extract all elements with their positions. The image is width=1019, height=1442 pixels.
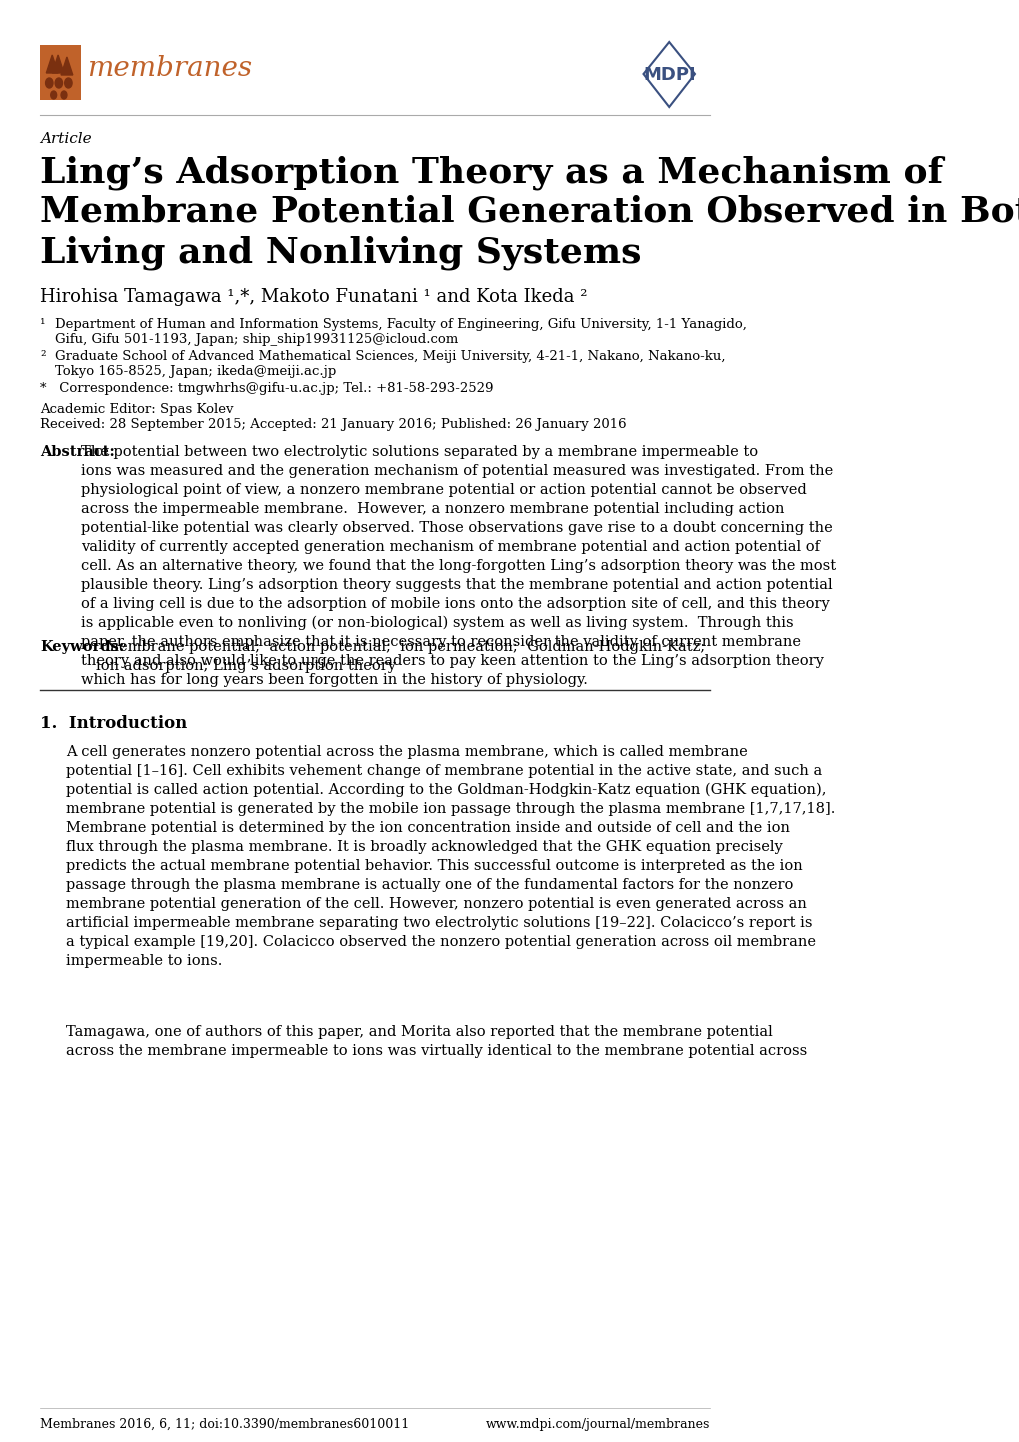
Polygon shape	[61, 58, 72, 75]
Text: Tamagawa, one of authors of this paper, and Morita also reported that the membra: Tamagawa, one of authors of this paper, …	[66, 1025, 807, 1058]
Text: Hirohisa Tamagawa ¹,*, Makoto Funatani ¹ and Kota Ikeda ²: Hirohisa Tamagawa ¹,*, Makoto Funatani ¹…	[41, 288, 587, 306]
Text: Keywords:: Keywords:	[41, 640, 124, 655]
Circle shape	[61, 91, 67, 99]
Text: Gifu, Gifu 501-1193, Japan; ship_ship19931125@icloud.com: Gifu, Gifu 501-1193, Japan; ship_ship199…	[55, 333, 458, 346]
Text: Article: Article	[41, 133, 92, 146]
Text: Abstract:: Abstract:	[41, 446, 115, 459]
Text: Received: 28 September 2015; Accepted: 21 January 2016; Published: 26 January 20: Received: 28 September 2015; Accepted: 2…	[41, 418, 627, 431]
Text: Membranes 2016, 6, 11; doi:10.3390/membranes6010011: Membranes 2016, 6, 11; doi:10.3390/membr…	[41, 1417, 410, 1430]
Text: *   Correspondence: tmgwhrhs@gifu-u.ac.jp; Tel.: +81-58-293-2529: * Correspondence: tmgwhrhs@gifu-u.ac.jp;…	[41, 382, 493, 395]
Text: www.mdpi.com/journal/membranes: www.mdpi.com/journal/membranes	[485, 1417, 709, 1430]
FancyBboxPatch shape	[41, 45, 81, 99]
Text: Graduate School of Advanced Mathematical Sciences, Meiji University, 4-21-1, Nak: Graduate School of Advanced Mathematical…	[55, 350, 725, 363]
Circle shape	[46, 78, 53, 88]
Polygon shape	[46, 55, 58, 74]
Text: Membrane Potential Generation Observed in Both: Membrane Potential Generation Observed i…	[41, 195, 1019, 229]
Text: MDPI: MDPI	[642, 66, 695, 84]
Polygon shape	[52, 55, 64, 74]
Text: Tokyo 165-8525, Japan; ikeda@meiji.ac.jp: Tokyo 165-8525, Japan; ikeda@meiji.ac.jp	[55, 365, 336, 378]
Text: 1.  Introduction: 1. Introduction	[41, 715, 187, 733]
Text: Ling’s Adsorption Theory as a Mechanism of: Ling’s Adsorption Theory as a Mechanism …	[41, 154, 943, 189]
Text: The potential between two electrolytic solutions separated by a membrane imperme: The potential between two electrolytic s…	[81, 446, 836, 686]
Text: membrane potential;  action potential;  ion permeation;  Goldman-Hodgkin-Katz;
i: membrane potential; action potential; io…	[96, 640, 704, 673]
Text: Living and Nonliving Systems: Living and Nonliving Systems	[41, 235, 641, 270]
Text: Academic Editor: Spas Kolev: Academic Editor: Spas Kolev	[41, 402, 233, 415]
Text: ²: ²	[41, 350, 46, 363]
Circle shape	[55, 78, 62, 88]
Circle shape	[64, 78, 72, 88]
Text: membranes: membranes	[87, 55, 252, 82]
Text: ¹: ¹	[41, 319, 46, 332]
Text: Department of Human and Information Systems, Faculty of Engineering, Gifu Univer: Department of Human and Information Syst…	[55, 319, 746, 332]
Circle shape	[51, 91, 57, 99]
Text: A cell generates nonzero potential across the plasma membrane, which is called m: A cell generates nonzero potential acros…	[66, 746, 835, 968]
